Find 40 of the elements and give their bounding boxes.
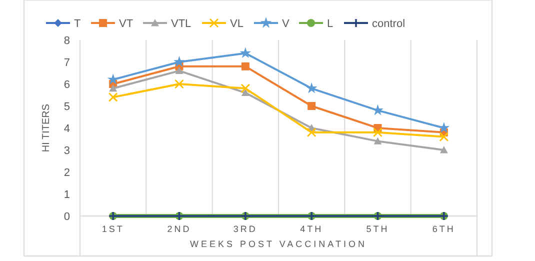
point <box>439 132 449 142</box>
x-tick-label: 1ST <box>102 224 124 234</box>
y-tick-label: 2 <box>64 166 70 179</box>
point <box>175 66 184 74</box>
point <box>306 128 316 138</box>
point <box>108 92 118 102</box>
x-tick-label: 4TH <box>300 224 324 234</box>
y-tick-label: 1 <box>64 188 70 201</box>
point <box>241 62 250 70</box>
legend-label: V <box>282 18 290 30</box>
y-axis-title: HI TITERS <box>41 104 52 152</box>
point <box>308 102 316 110</box>
y-tick-label: 0 <box>64 210 70 223</box>
point <box>240 84 250 94</box>
y-tick-label: 7 <box>64 56 70 69</box>
point <box>174 79 184 89</box>
x-tick-label: 5TH <box>366 224 390 234</box>
point <box>240 47 252 58</box>
y-tick-label: 3 <box>64 144 70 157</box>
point <box>174 56 185 67</box>
legend-label: control <box>372 18 406 30</box>
legend-label: VTL <box>171 18 192 30</box>
x-tick-label: 2ND <box>167 224 192 234</box>
x-tick-label: 6TH <box>432 224 456 234</box>
x-tick-label: 3RD <box>233 224 258 234</box>
point <box>374 137 382 144</box>
y-tick-label: 6 <box>64 78 70 91</box>
legend-label: L <box>327 18 334 30</box>
legend-label: VL <box>230 18 244 30</box>
y-tick-label: 4 <box>64 122 70 135</box>
point <box>306 82 318 94</box>
point <box>373 128 382 138</box>
y-tick-label: 5 <box>64 100 70 113</box>
point <box>241 88 250 96</box>
legend-label: VT <box>119 18 134 30</box>
y-tick-label: 8 <box>64 34 70 47</box>
point <box>440 146 448 154</box>
x-axis-title: WEEKS POST VACCINATION <box>190 239 368 249</box>
point <box>109 84 118 92</box>
legend-label: T <box>74 18 81 30</box>
